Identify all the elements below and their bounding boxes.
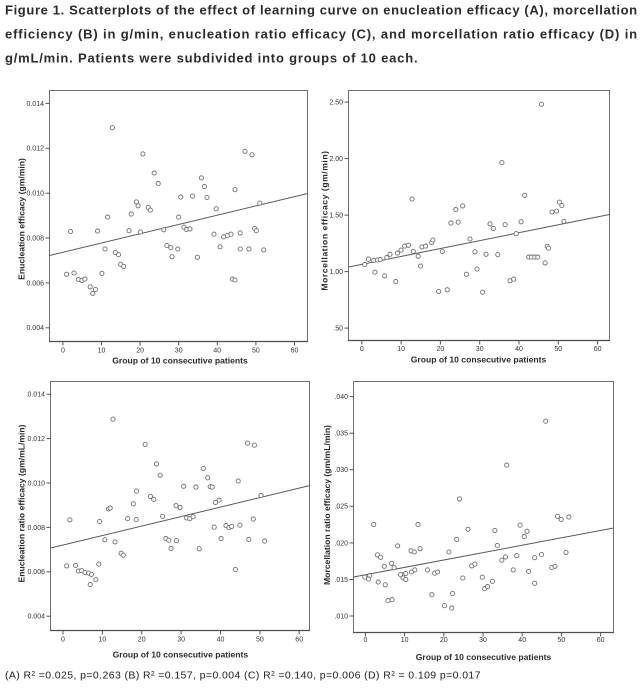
svg-text:Group of 10 consecutive patien: Group of 10 consecutive patients: [411, 355, 547, 365]
svg-text:50: 50: [558, 637, 566, 644]
svg-text:0.004: 0.004: [26, 325, 44, 332]
svg-text:.040: .040: [334, 394, 348, 401]
svg-text:30: 30: [175, 348, 183, 355]
svg-text:30: 30: [479, 637, 487, 644]
svg-text:50: 50: [252, 348, 260, 355]
svg-text:0.008: 0.008: [26, 235, 44, 242]
svg-text:40: 40: [217, 637, 225, 644]
svg-text:Enucleation ratio efficacy (gm: Enucleation ratio efficacy (gm/mL/min): [17, 424, 27, 582]
svg-text:Group of 10 consecutive patien: Group of 10 consecutive patients: [112, 356, 248, 366]
svg-text:40: 40: [213, 348, 221, 355]
svg-text:2.00: 2.00: [329, 156, 343, 163]
svg-text:40: 40: [515, 346, 523, 353]
svg-text:0: 0: [61, 637, 65, 644]
svg-text:.010: .010: [334, 613, 348, 620]
svg-text:20: 20: [440, 637, 448, 644]
svg-text:10: 10: [99, 637, 107, 644]
svg-text:50: 50: [256, 637, 264, 644]
svg-text:.030: .030: [334, 467, 348, 474]
svg-text:g/mL/min. Patients were subdiv: g/mL/min. Patients were subdivided into …: [5, 51, 418, 66]
svg-text:.035: .035: [334, 431, 348, 438]
svg-text:0.008: 0.008: [27, 525, 45, 532]
svg-text:10: 10: [397, 346, 405, 353]
svg-text:Group of 10 consecutive patien: Group of 10 consecutive patients: [416, 652, 552, 662]
svg-text:0.010: 0.010: [26, 191, 44, 198]
svg-text:2.50: 2.50: [329, 100, 343, 107]
svg-text:20: 20: [136, 348, 144, 355]
svg-text:Group of 10 consecutive patien: Group of 10 consecutive patients: [113, 650, 249, 660]
svg-text:0.012: 0.012: [26, 146, 44, 153]
svg-text:Figure 1. Scatterplots of the: Figure 1. Scatterplots of the effect of …: [5, 3, 637, 18]
svg-text:50: 50: [554, 346, 562, 353]
svg-text:20: 20: [437, 346, 445, 353]
svg-text:0.004: 0.004: [27, 614, 45, 621]
svg-text:10: 10: [98, 348, 106, 355]
svg-text:60: 60: [291, 348, 299, 355]
svg-text:Morcellation efficacy (gm/min): Morcellation efficacy (gm/min): [320, 150, 330, 290]
svg-text:30: 30: [177, 637, 185, 644]
svg-text:(A) R² =0.025, p=0.263 (B) R²: (A) R² =0.025, p=0.263 (B) R² =0.157, p=…: [5, 670, 481, 682]
svg-text:40: 40: [518, 637, 526, 644]
svg-text:0.014: 0.014: [27, 392, 45, 399]
svg-text:efficiency (B) in g/min, enucl: efficiency (B) in g/min, enucleation rat…: [5, 27, 637, 42]
svg-text:0.010: 0.010: [27, 480, 45, 487]
svg-text:Morcellation ratio efficacy (g: Morcellation ratio efficacy (gm/mL/min): [322, 425, 332, 585]
svg-text:0.014: 0.014: [26, 101, 44, 108]
svg-text:60: 60: [295, 637, 303, 644]
svg-text:.50: .50: [333, 326, 343, 333]
svg-text:.015: .015: [334, 577, 348, 584]
svg-text:0: 0: [360, 346, 364, 353]
svg-text:20: 20: [138, 637, 146, 644]
svg-text:.020: .020: [334, 540, 348, 547]
svg-text:60: 60: [597, 637, 605, 644]
svg-text:10: 10: [401, 637, 409, 644]
svg-text:0.006: 0.006: [27, 569, 45, 576]
svg-text:60: 60: [594, 346, 602, 353]
svg-text:.025: .025: [334, 504, 348, 511]
svg-text:1.00: 1.00: [329, 269, 343, 276]
svg-text:0: 0: [61, 348, 65, 355]
svg-text:1.50: 1.50: [329, 213, 343, 220]
svg-text:Enucleation efficacy (gm/min): Enucleation efficacy (gm/min): [17, 158, 27, 280]
svg-text:0: 0: [363, 637, 367, 644]
svg-text:0.012: 0.012: [27, 436, 45, 443]
svg-text:0.006: 0.006: [26, 280, 44, 287]
svg-text:30: 30: [476, 346, 484, 353]
